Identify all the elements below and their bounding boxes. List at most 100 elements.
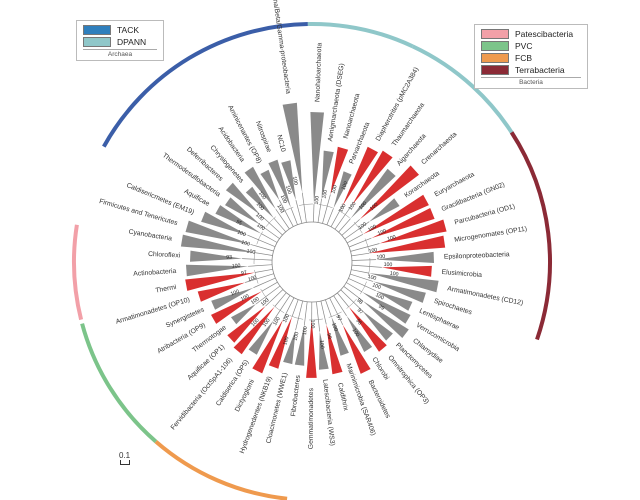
branch-alpha-beta-gamma-proteobacteria	[301, 192, 307, 223]
branch-caldiserica-op5	[273, 295, 291, 321]
bootstrap-value: 100	[314, 196, 321, 205]
bootstrap-value: 100	[247, 275, 257, 283]
taxon-label-nanohaloarchaeota: Nanohaloarchaeota	[314, 42, 323, 102]
wedge-acidobacteria	[244, 166, 276, 210]
taxon-label-dictyoglomi: Dictyoglomi	[234, 378, 256, 413]
wedge-diapherotrites-pmc2a384	[342, 146, 378, 206]
branch-microgenomates-op11	[351, 252, 370, 257]
bootstrap-value: 100	[291, 176, 299, 186]
arc-tack	[102, 22, 308, 148]
bootstrap-value: 100	[374, 292, 385, 301]
wedge-synergistetes	[211, 287, 254, 310]
bootstrap-value: 100	[358, 200, 368, 211]
branch-hydrogenedentes-nkb19	[291, 299, 299, 317]
branch-nanoarchaeota	[322, 194, 331, 224]
bootstrap-value: 99	[325, 333, 332, 340]
wedge-korarchaeota	[369, 198, 400, 222]
bootstrap-value: 100	[357, 221, 368, 231]
wedge-thermotogae	[231, 304, 256, 325]
wedge-aquificae-op1	[227, 306, 266, 343]
taxon-label-bacteroidetes: Bacteroidetes	[367, 379, 392, 420]
legend-bacteria-title: Bacteria	[481, 77, 581, 86]
wedge-fervidibacteria-octspa1-106	[233, 306, 275, 355]
bootstrap-value: 100	[236, 229, 246, 238]
wedge-nitrospirae	[268, 159, 291, 208]
branch-parvarchaeota	[326, 208, 334, 226]
wedge-parvarchaeota	[333, 171, 352, 209]
branch-chlorobi	[333, 295, 347, 316]
wedge-nanohaloarchaeota	[310, 112, 324, 204]
branch-gracilibacteria-gn02	[348, 237, 372, 248]
bootstrap-value: 100	[232, 263, 241, 269]
legend-item-patescibacteria: Patescibacteria	[481, 28, 581, 40]
bootstrap-value: 100	[262, 318, 272, 329]
branch-acidobacteria	[275, 209, 290, 230]
wedge-aquificae	[215, 205, 262, 234]
dpann-swatch	[83, 37, 111, 47]
bootstrap-value: 100	[241, 240, 251, 248]
bootstrap-value: 100	[284, 185, 292, 195]
bootstrap-value: 100	[330, 184, 338, 194]
arc-terrabacteria	[509, 131, 552, 341]
taxon-label-caldithrix: Caldithrix	[336, 382, 349, 412]
clade-wedges	[180, 102, 447, 378]
legend-item-tack: TACK	[83, 24, 157, 36]
legend-item-fcb: FCB	[481, 52, 581, 64]
bootstrap-value: 98	[355, 298, 363, 306]
legend-archaea-title: Archaea	[83, 49, 157, 58]
branch-cyanobacteria	[254, 252, 273, 256]
bootstrap-value: 100	[240, 293, 251, 302]
wedge-hydrogenedentes-nkb19	[268, 316, 293, 369]
legend-label-fcb: FCB	[515, 53, 532, 63]
bootstrap-value: 100	[255, 222, 266, 232]
bootstrap-value: 95	[235, 219, 243, 227]
legend-item-terrabacteria: Terrabacteria	[481, 64, 581, 76]
branch-elusimicrobia	[351, 264, 382, 268]
wedge-verrucomicrobia	[361, 291, 411, 324]
arc-dpann	[307, 21, 414, 49]
bootstrap-value: 100	[293, 331, 301, 341]
wedge-actinobacteria	[186, 264, 249, 277]
branch-crenarchaeota	[341, 219, 360, 236]
wedge-gracilibacteria-gn02	[371, 208, 435, 239]
branch-aigarchaeota	[338, 218, 351, 233]
wedge-spirochaetes	[373, 281, 426, 303]
branch-omnitrophica-op3	[337, 292, 350, 308]
wedge-armatimonadetes-op10	[197, 282, 246, 302]
taxon-label-aminicenantes-op8: Aminicenantes (OP8)	[226, 104, 262, 164]
branch-diapherotrites-pmc2a384	[330, 205, 343, 227]
backbone-ring	[271, 221, 353, 303]
wedge-cloacimonetes-wwe1	[283, 330, 296, 365]
branch-marinimicrobia-sar406	[325, 299, 332, 317]
wedge-chloroflexi	[190, 250, 243, 262]
wedge-caldithrix	[326, 324, 343, 375]
branch-verrucomicrobia	[346, 282, 362, 293]
legend-label-dpann: DPANN	[117, 37, 147, 47]
bootstrap-value: 97	[356, 307, 364, 315]
taxon-label-spirochaetes: Spirochaetes	[433, 298, 473, 317]
wedge-latescibacteria-ws3	[319, 331, 329, 370]
taxon-label-nanoarchaeota: Nanoarchaeota	[343, 93, 362, 140]
arc-pvc	[80, 323, 158, 444]
wedge-lentisphaerae	[375, 290, 413, 311]
branch-aenigmarchaeota-dseg	[317, 198, 322, 223]
arc-dpann-2	[411, 44, 520, 145]
legend-label-patescibacteria: Patescibacteria	[515, 29, 574, 39]
branch-thermi	[254, 268, 273, 273]
bootstrap-value: 100	[279, 194, 288, 204]
branch-spirochaetes	[349, 273, 374, 282]
branch-lentisphaerae	[348, 278, 376, 292]
legend-label-pvc: PVC	[515, 41, 533, 51]
wedge-parcubacteria-od1	[379, 219, 447, 244]
bootstrap-value: 97	[241, 270, 248, 277]
bootstrap-value: 93	[226, 255, 232, 261]
bootstrap-value: 100	[255, 201, 265, 212]
bootstrap-value: 100	[309, 320, 315, 329]
bootstrap-value: 100	[338, 203, 348, 214]
wedge-bacteroidetes	[342, 324, 371, 374]
arc-fcb	[154, 440, 288, 500]
bootstrap-value: 100	[341, 181, 350, 191]
taxon-labels: Nanohaloarchaeota Aenigmarchaeota (DSEG)N…	[98, 0, 527, 455]
bootstrap-value: 100	[302, 326, 309, 335]
bootstrap-value: 100	[384, 262, 393, 268]
